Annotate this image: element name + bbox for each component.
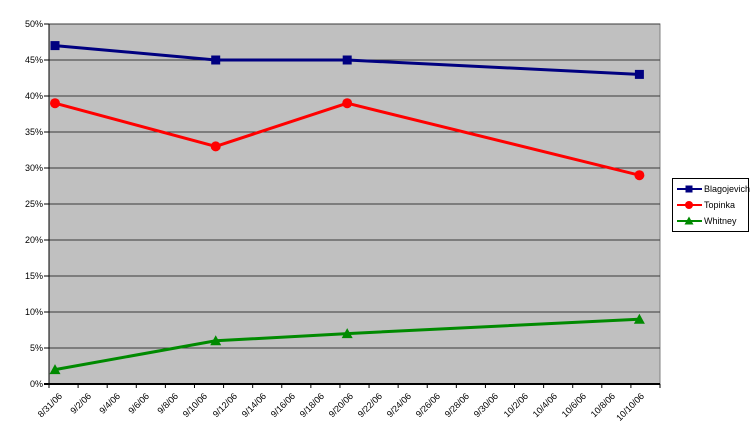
data-point-square xyxy=(685,185,693,193)
series-line-topinka xyxy=(54,101,640,177)
legend-line-circle-icon xyxy=(677,201,702,209)
y-axis-label: 0% xyxy=(29,379,43,389)
legend-item-whitney: Whitney xyxy=(676,214,748,228)
series-line-whitney xyxy=(54,317,640,372)
data-point-circle xyxy=(634,170,645,181)
y-axis-label: 25% xyxy=(24,199,43,209)
legend-item-label: Blagojevich xyxy=(704,184,751,194)
data-point-circle xyxy=(342,98,353,109)
data-point-circle xyxy=(50,98,60,109)
y-axis-label: 10% xyxy=(24,307,43,317)
y-axis-label: 45% xyxy=(24,55,43,65)
y-axis-label: 40% xyxy=(24,91,43,101)
data-point-circle xyxy=(210,141,221,152)
legend-item-label: Topinka xyxy=(704,200,736,210)
data-point-triangle xyxy=(633,313,645,324)
y-axis-label: 15% xyxy=(24,271,43,281)
data-point-square xyxy=(211,55,221,65)
legend-line-triangle-icon xyxy=(677,216,702,225)
data-point-circle xyxy=(685,201,693,209)
data-point-square xyxy=(50,41,60,51)
data-point-triangle xyxy=(49,364,61,375)
data-point-square xyxy=(342,55,352,65)
y-axis-label: 35% xyxy=(24,127,43,137)
legend: Blagojevich Topinka Whitney xyxy=(672,178,751,232)
data-point-square xyxy=(634,69,644,79)
y-axis-label: 50% xyxy=(24,19,43,29)
y-axis-label: 30% xyxy=(24,163,43,173)
legend-line-square-icon xyxy=(677,185,702,193)
data-point-triangle xyxy=(210,335,222,346)
data-point-triangle xyxy=(684,216,694,225)
y-axis-label: 5% xyxy=(29,343,43,353)
data-point-triangle xyxy=(341,328,353,339)
legend-item-label: Whitney xyxy=(704,216,737,226)
y-axis-label: 20% xyxy=(24,235,43,245)
series-line-blagojevich xyxy=(54,44,640,76)
legend-item-blagojevich: Blagojevich xyxy=(676,182,751,196)
legend-item-topinka: Topinka xyxy=(676,198,748,212)
